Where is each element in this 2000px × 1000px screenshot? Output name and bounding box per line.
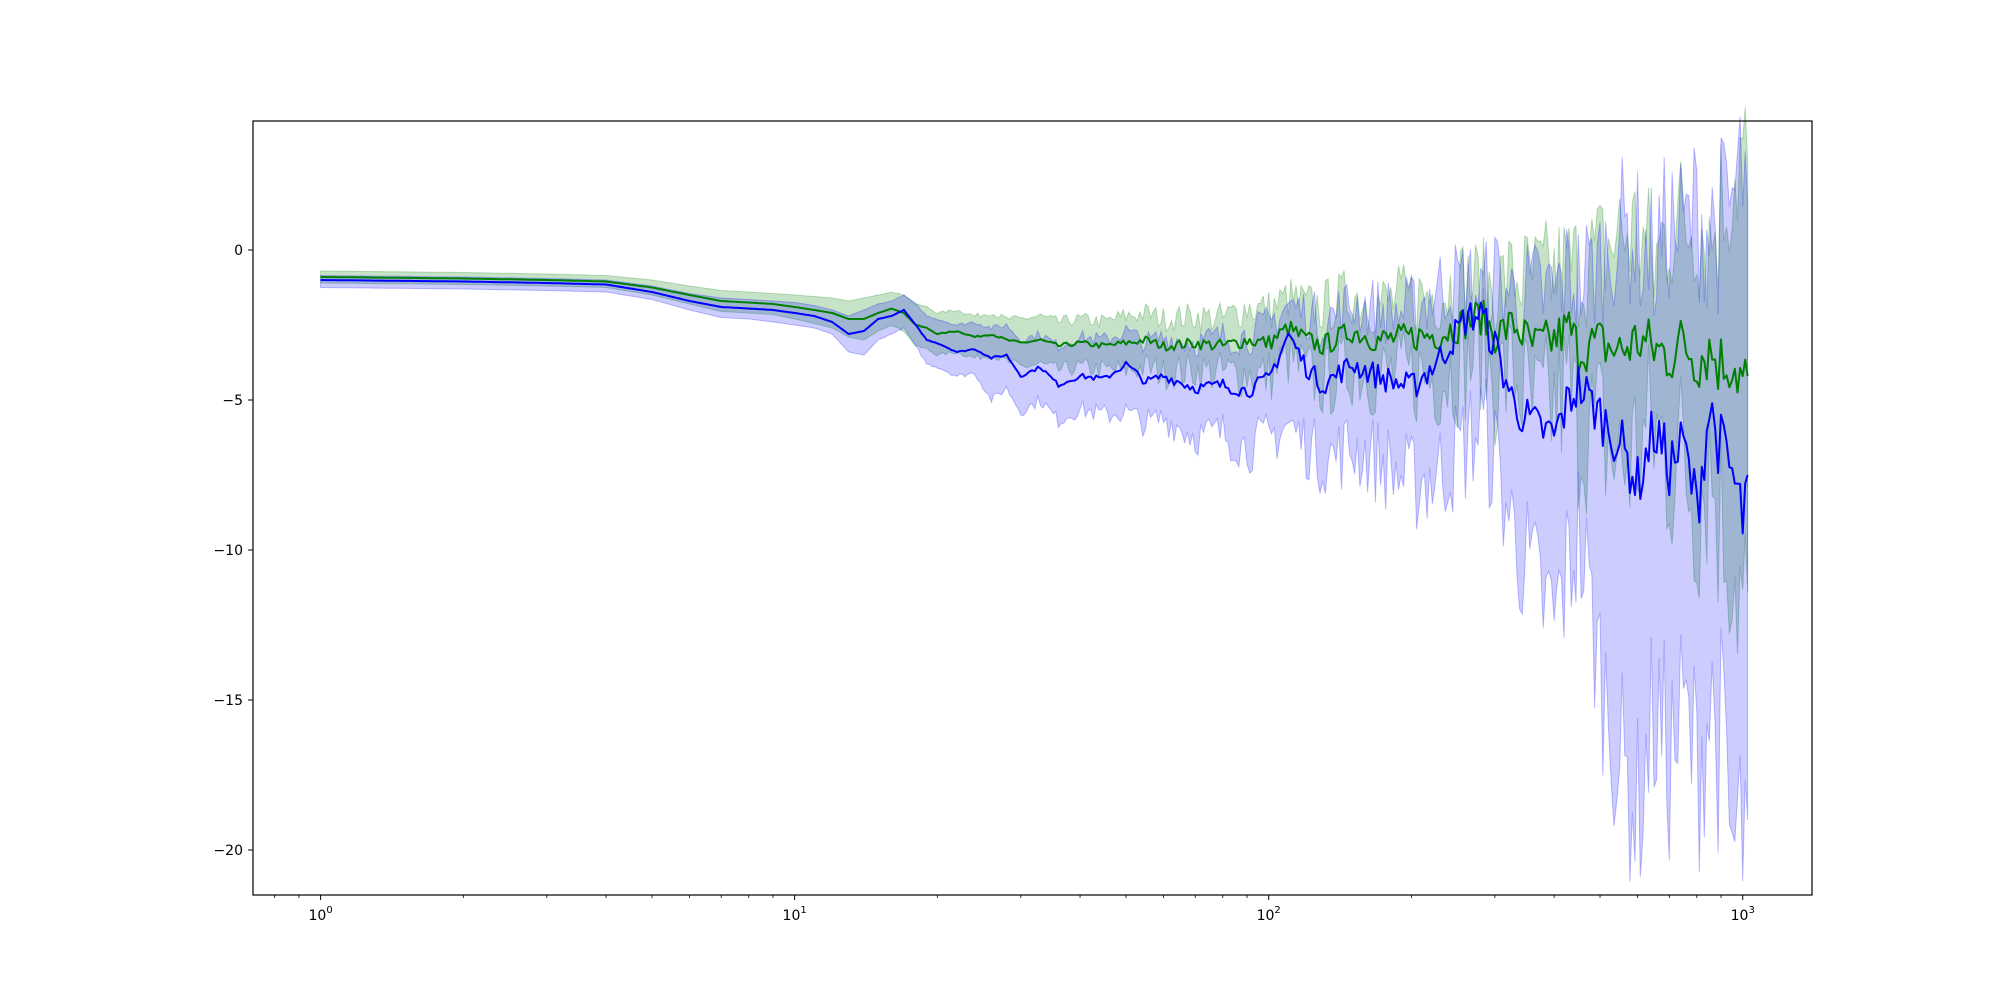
- y-tick-label: −20: [213, 843, 243, 859]
- plot-area: [320, 107, 1749, 882]
- series-green-band: [320, 107, 1749, 655]
- y-tick-label: −15: [213, 693, 243, 709]
- x-tick-label: 101: [783, 905, 807, 924]
- y-tick-label: −5: [222, 393, 243, 409]
- x-tick-label: 100: [309, 905, 333, 924]
- y-tick-label: −10: [213, 543, 243, 559]
- axis-ticks: 0 −5 −10 −15 −20 100 101 102 103: [213, 243, 1754, 924]
- series-blue-band: [320, 116, 1749, 882]
- axes-frame: [252, 120, 1813, 896]
- x-tick-label: 103: [1731, 905, 1755, 924]
- series-blue-line: [320, 279, 1749, 535]
- series-green-line: [320, 276, 1749, 394]
- y-tick-label: 0: [234, 243, 243, 259]
- x-tick-label: 102: [1257, 905, 1281, 924]
